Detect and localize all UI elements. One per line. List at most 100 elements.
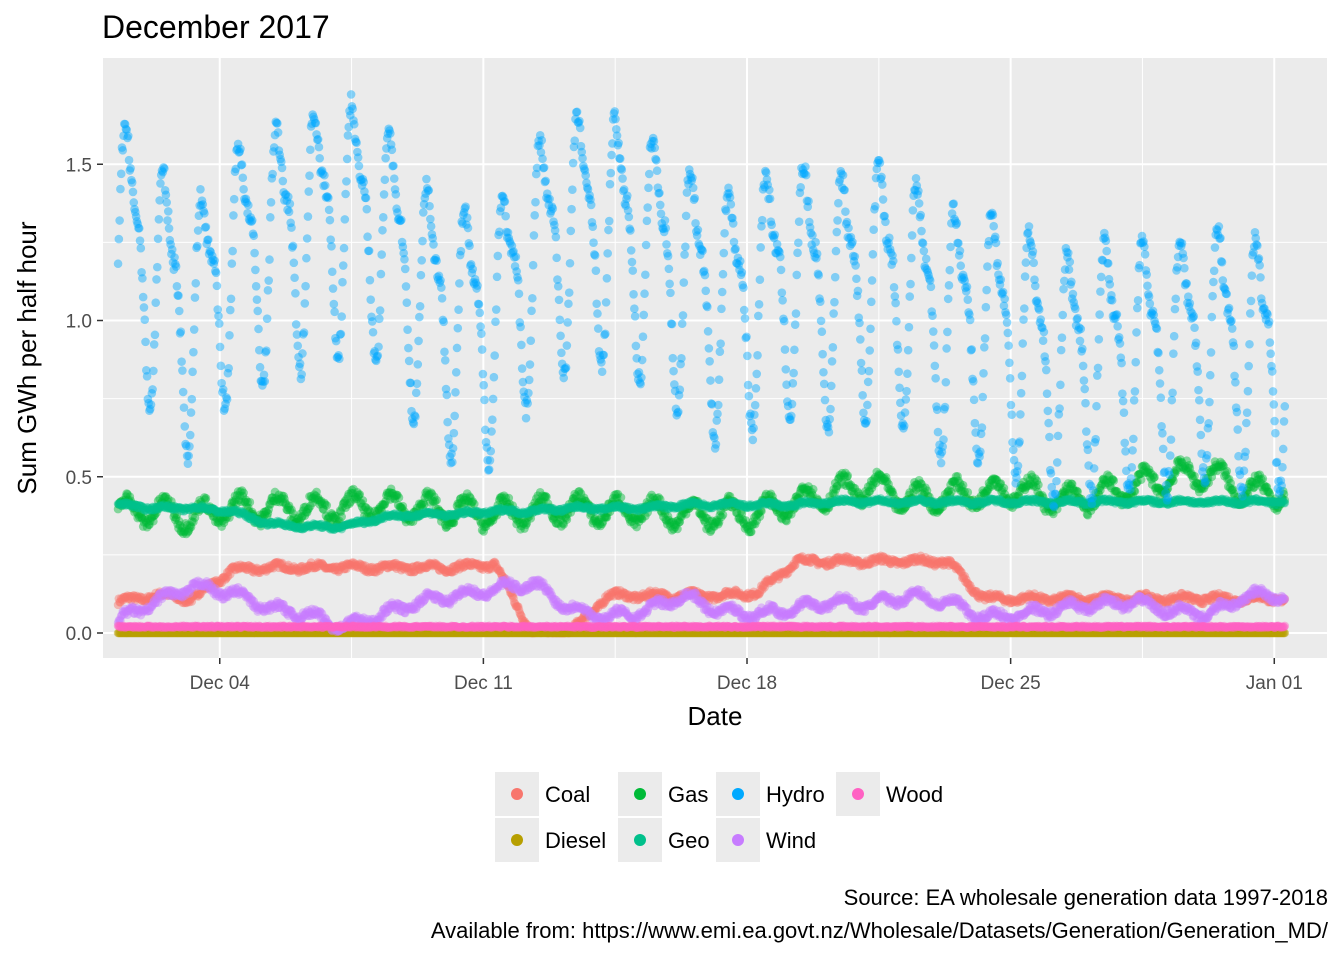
point-coal	[271, 558, 281, 567]
point-coal	[579, 611, 589, 620]
point-coal	[134, 594, 144, 604]
point-coal	[433, 562, 442, 571]
point-coal	[342, 559, 352, 568]
point-coal	[488, 559, 497, 568]
point-coal	[559, 628, 569, 638]
point-coal	[459, 562, 469, 571]
point-coal	[475, 564, 485, 573]
point-coal	[324, 563, 333, 573]
point-coal	[358, 560, 368, 570]
point-coal	[554, 628, 564, 638]
point-coal	[202, 584, 212, 593]
point-coal	[507, 590, 517, 599]
point-coal	[407, 562, 417, 572]
point-coal	[123, 594, 133, 604]
point-coal	[207, 577, 216, 587]
point-coal	[546, 627, 556, 636]
point-coal	[348, 560, 357, 569]
point-coal	[120, 592, 129, 602]
point-coal	[284, 565, 294, 575]
point-coal	[295, 563, 305, 572]
point-coal	[142, 595, 151, 605]
point-coal	[490, 557, 499, 567]
point-gas	[245, 497, 255, 507]
point-coal	[473, 560, 482, 569]
point-coal	[533, 624, 543, 634]
point-coal	[401, 563, 411, 572]
point-coal	[455, 564, 464, 574]
point-coal	[241, 563, 251, 573]
point-coal	[211, 581, 220, 590]
point-coal	[284, 560, 293, 570]
point-coal	[440, 565, 449, 574]
point-coal	[448, 562, 458, 572]
point-coal	[153, 591, 163, 601]
point-coal	[444, 566, 453, 576]
point-coal	[243, 565, 252, 574]
point-coal	[534, 626, 543, 636]
point-coal	[351, 561, 361, 570]
point-coal	[524, 623, 533, 632]
point-coal	[580, 610, 590, 619]
point-coal	[359, 565, 368, 575]
point-coal	[378, 561, 388, 571]
point-coal	[579, 613, 588, 622]
point-coal	[451, 564, 461, 574]
point-coal	[184, 594, 193, 604]
point-coal	[582, 612, 591, 622]
point-coal	[254, 566, 264, 576]
point-coal	[248, 564, 258, 574]
point-coal	[179, 598, 189, 608]
point-coal	[308, 561, 317, 571]
point-coal	[274, 563, 284, 573]
point-coal	[498, 571, 507, 581]
point-coal	[576, 615, 586, 625]
point-coal	[571, 622, 580, 632]
point-coal	[123, 591, 132, 601]
point-coal	[535, 624, 544, 633]
point-coal	[178, 598, 187, 607]
point-coal	[151, 588, 161, 598]
point-coal	[327, 562, 337, 572]
point-coal	[246, 562, 255, 572]
point-coal	[520, 616, 529, 626]
point-coal	[572, 616, 582, 626]
point-coal	[553, 628, 563, 637]
point-coal	[360, 561, 370, 571]
point-coal	[544, 628, 554, 638]
point-coal	[440, 567, 450, 577]
point-coal	[300, 565, 310, 575]
point-coal	[411, 566, 420, 575]
point-coal	[586, 611, 595, 621]
point-coal	[602, 593, 612, 603]
point-coal	[178, 593, 188, 603]
point-coal	[347, 558, 357, 567]
point-gas	[1222, 466, 1232, 476]
point-coal	[263, 563, 273, 572]
point-coal	[187, 597, 197, 606]
point-coal	[140, 597, 150, 607]
point-coal	[192, 589, 201, 598]
point-coal	[421, 563, 430, 573]
point-coal	[588, 606, 598, 616]
point-coal	[314, 559, 324, 568]
point-coal	[457, 560, 467, 569]
point-coal	[337, 562, 346, 572]
point-coal	[419, 561, 429, 571]
point-gas	[322, 501, 332, 510]
point-coal	[126, 591, 135, 601]
point-coal	[474, 561, 484, 570]
point-coal	[257, 565, 266, 575]
point-coal	[331, 562, 341, 572]
point-coal	[174, 595, 183, 605]
point-coal	[260, 565, 270, 575]
point-coal	[437, 563, 446, 573]
point-coal	[355, 559, 365, 568]
point-coal	[282, 565, 292, 575]
point-coal	[335, 562, 345, 571]
point-coal	[205, 581, 215, 590]
point-coal	[375, 566, 384, 575]
point-coal	[346, 561, 356, 570]
point-gas	[1150, 472, 1159, 482]
point-coal	[590, 606, 599, 615]
